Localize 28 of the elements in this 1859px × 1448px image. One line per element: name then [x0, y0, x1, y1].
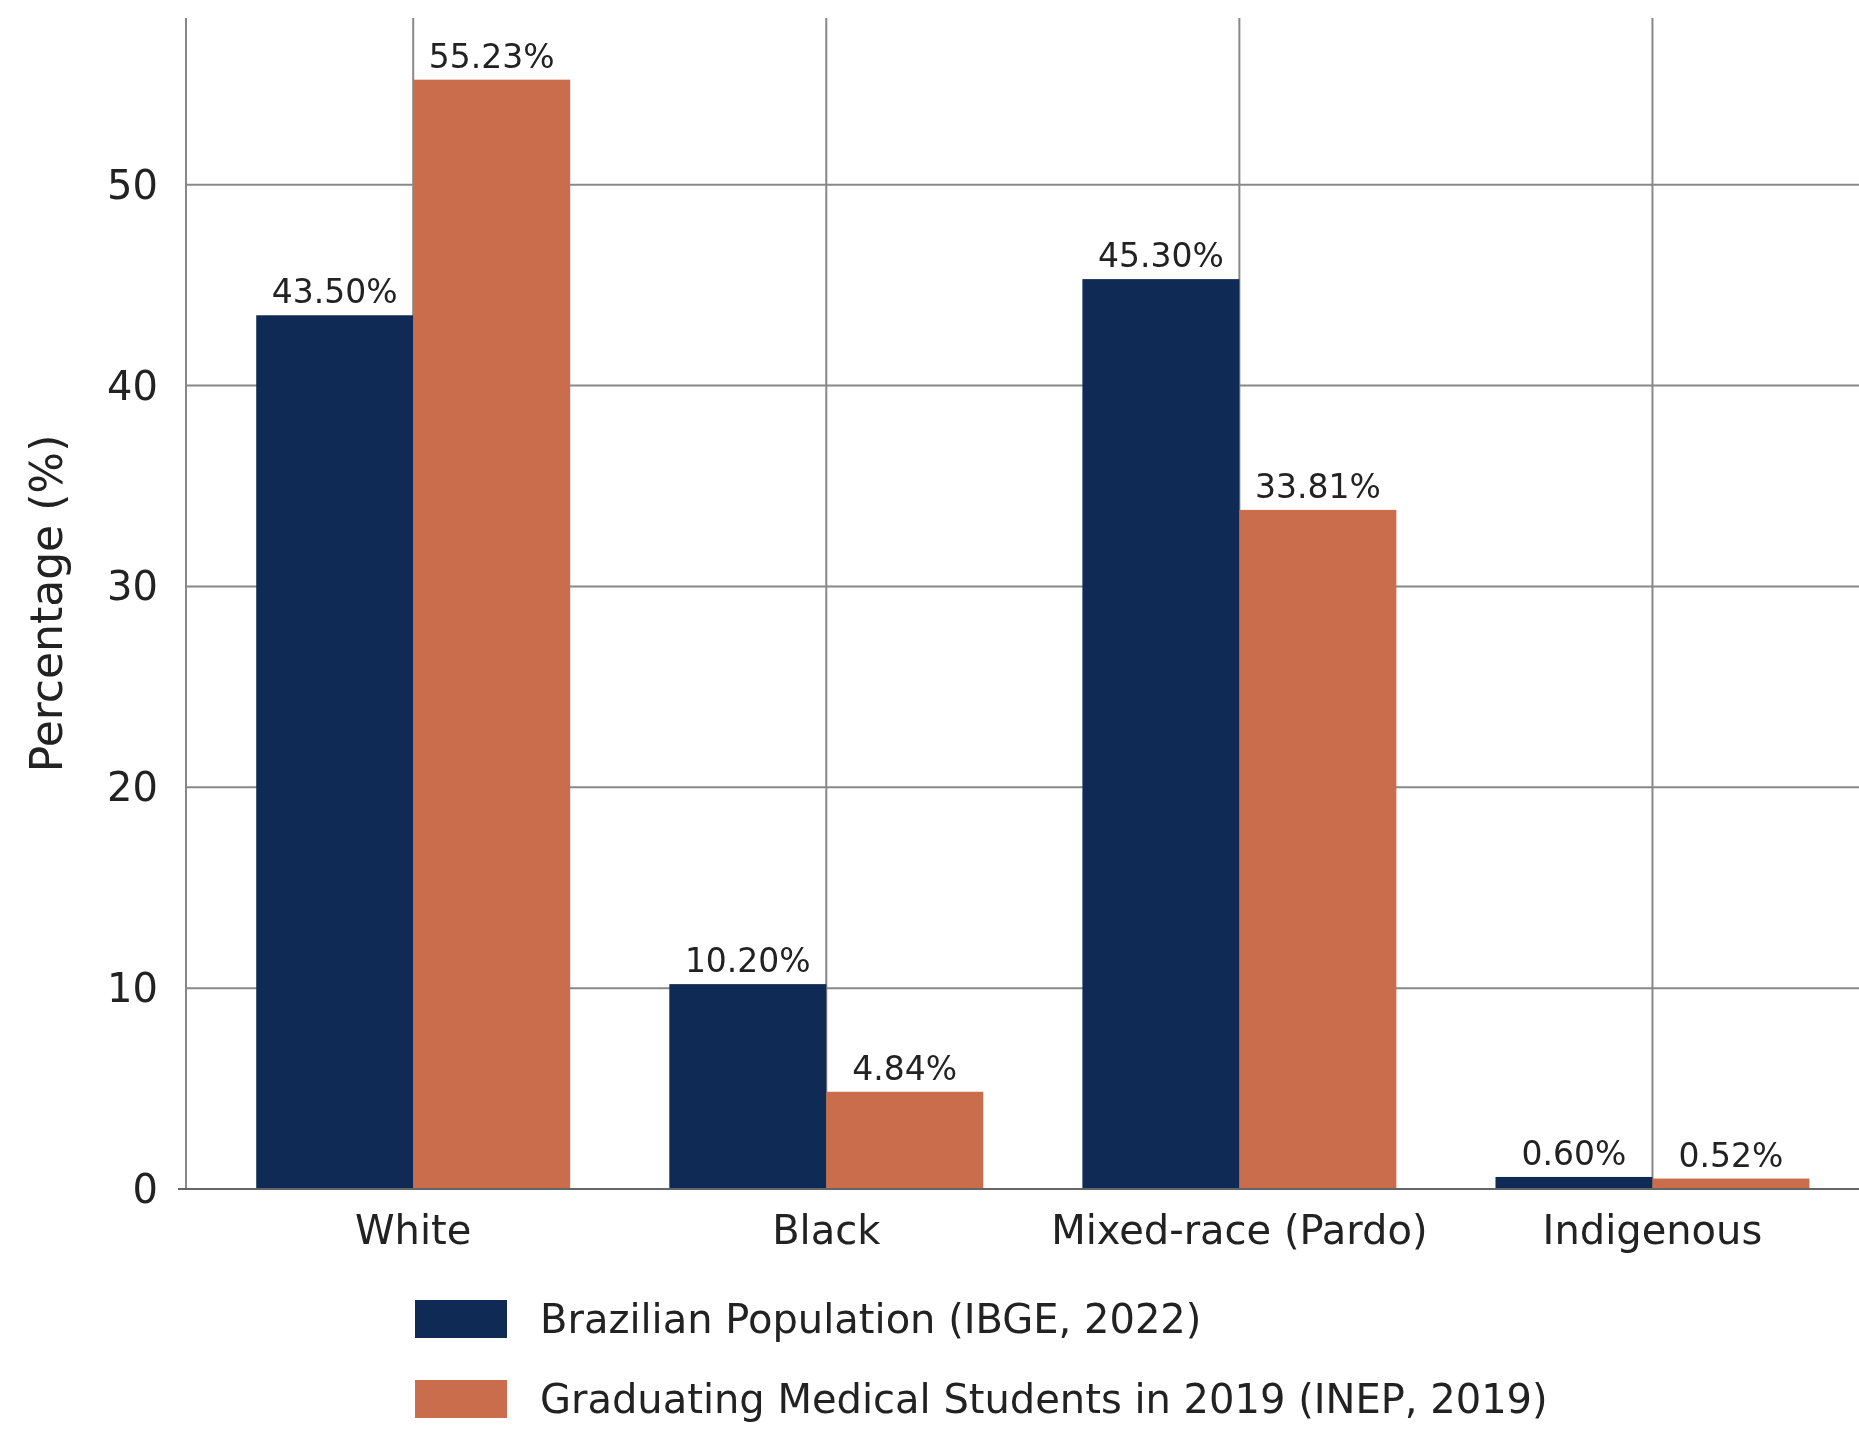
x-tick-label: Black: [772, 1207, 882, 1253]
bar: [413, 79, 571, 1189]
bar: [1082, 279, 1240, 1189]
bar: [256, 315, 414, 1189]
data-label: 0.60%: [1521, 1133, 1627, 1173]
y-tick-label: 20: [107, 764, 158, 811]
y-axis-title: Percentage (%): [21, 434, 72, 773]
data-label: 10.20%: [684, 941, 811, 981]
data-label: 0.52%: [1678, 1135, 1784, 1175]
y-tick-label: 30: [107, 563, 158, 610]
y-tick-label: 0: [132, 1166, 158, 1212]
bar: [1239, 509, 1397, 1189]
bar: [1495, 1176, 1653, 1189]
legend-label: Graduating Medical Students in 2019 (INEP, 2019): [540, 1376, 1548, 1422]
data-label: 33.81%: [1254, 466, 1381, 506]
bar: [669, 984, 827, 1189]
y-tick-label: 50: [107, 161, 158, 208]
data-label: 4.84%: [852, 1048, 958, 1088]
bar: [826, 1091, 984, 1189]
data-label: 45.30%: [1097, 236, 1224, 276]
x-tick-label: White: [355, 1207, 472, 1253]
data-label: 43.50%: [271, 272, 398, 312]
y-tick-label: 40: [107, 362, 158, 409]
x-tick-label: Indigenous: [1542, 1207, 1763, 1253]
x-tick-label: Mixed-race (Pardo): [1051, 1207, 1428, 1253]
y-tick-label: 10: [107, 965, 158, 1012]
legend-label: Brazilian Population (IBGE, 2022): [540, 1296, 1202, 1342]
data-label: 55.23%: [428, 36, 555, 76]
